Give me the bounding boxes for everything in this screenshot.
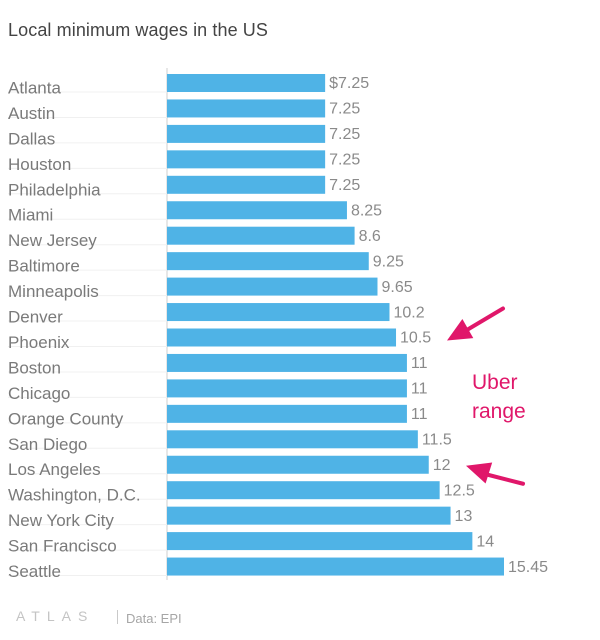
category-label: Dallas <box>8 129 55 148</box>
atlas-logo: ATLAS <box>16 608 95 624</box>
category-label: Miami <box>8 206 53 225</box>
bar <box>167 353 407 372</box>
bar <box>167 252 369 271</box>
annotation-arrow <box>447 306 505 341</box>
bar <box>167 99 326 118</box>
category-label: Baltimore <box>8 257 80 276</box>
category-label: San Francisco <box>8 537 117 556</box>
category-label: Washington, D.C. <box>8 486 141 505</box>
bar <box>167 328 397 347</box>
bar-chart: Atlanta $7.25 Austin 7.25 Dallas 7.25 Houston 7… <box>8 68 548 581</box>
bar <box>167 226 355 245</box>
value-label: 9.25 <box>373 253 404 270</box>
value-label: $7.25 <box>329 75 369 92</box>
annotation-arrow <box>466 462 525 486</box>
data-source: Data: EPI <box>126 611 182 626</box>
value-label: 15.45 <box>508 559 548 576</box>
category-label: Philadelphia <box>8 180 101 199</box>
category-label: Chicago <box>8 384 70 403</box>
bar <box>167 303 390 322</box>
value-label: 10.5 <box>400 330 431 347</box>
bar <box>167 557 504 576</box>
value-label: 13 <box>455 508 473 525</box>
value-label: 12 <box>433 457 451 474</box>
category-label: Houston <box>8 155 71 174</box>
footer-divider <box>117 610 118 624</box>
bar <box>167 430 418 449</box>
category-label: Los Angeles <box>8 460 101 479</box>
value-label: 7.25 <box>329 126 360 143</box>
bar <box>167 201 347 220</box>
bar <box>167 277 378 296</box>
value-label: 8.25 <box>351 202 382 219</box>
chart-title: Local minimum wages in the US <box>8 20 269 40</box>
category-label: Orange County <box>8 409 124 428</box>
value-label: 7.25 <box>329 152 360 169</box>
category-label: Boston <box>8 358 61 377</box>
bar <box>167 379 407 398</box>
bar <box>167 404 407 423</box>
bar <box>167 74 326 92</box>
value-label: 12.5 <box>444 482 475 499</box>
category-label: Denver <box>8 308 63 327</box>
category-label: New Jersey <box>8 231 97 250</box>
value-label: 11 <box>411 355 428 372</box>
annotation-text: range <box>472 400 526 423</box>
bar <box>167 455 429 474</box>
bar <box>167 481 440 500</box>
category-label: Atlanta <box>8 78 61 97</box>
value-label: 14 <box>476 533 494 550</box>
bar <box>167 532 473 551</box>
value-label: 11 <box>411 406 428 423</box>
bar <box>167 506 451 525</box>
annotation-text: Uber <box>472 371 518 394</box>
value-label: 11 <box>411 381 428 398</box>
value-label: 10.2 <box>393 304 424 321</box>
category-label: Austin <box>8 104 55 123</box>
category-label: Minneapolis <box>8 282 99 301</box>
category-label: Seattle <box>8 562 61 581</box>
value-label: 11.5 <box>422 432 452 449</box>
bar <box>167 150 326 169</box>
bar <box>167 175 326 194</box>
value-label: 7.25 <box>329 101 360 118</box>
bar <box>167 124 326 143</box>
category-label: New York City <box>8 511 114 530</box>
category-label: San Diego <box>8 435 87 454</box>
value-label: 7.25 <box>329 177 360 194</box>
value-label: 8.6 <box>359 228 381 245</box>
value-label: 9.65 <box>381 279 412 296</box>
category-label: Phoenix <box>8 333 70 352</box>
